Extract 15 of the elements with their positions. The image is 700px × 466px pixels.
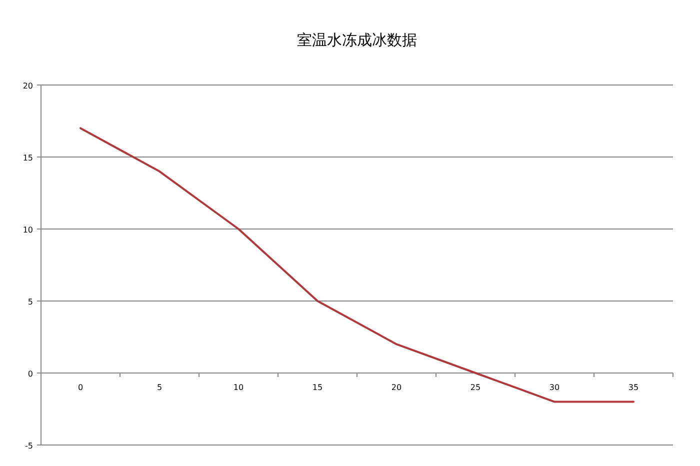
- x-tick-label: 20: [391, 383, 402, 392]
- y-tick-label: -5: [25, 442, 33, 450]
- x-tick-label: 15: [312, 383, 323, 392]
- x-tick-label: 30: [549, 383, 560, 392]
- x-tick-label: 0: [78, 383, 84, 392]
- y-tick-label: 15: [22, 154, 33, 162]
- y-tick-label: 10: [22, 226, 33, 234]
- y-tick-label: 5: [28, 298, 33, 306]
- y-tick-label: 0: [28, 370, 33, 378]
- x-tick-label: 10: [233, 383, 244, 392]
- x-tick-label: 35: [628, 383, 639, 392]
- y-tick-label: 20: [22, 82, 33, 90]
- x-tick-label: 5: [156, 383, 162, 392]
- x-tick-label: 25: [470, 383, 481, 392]
- chart-title: 室温水冻成冰数据: [297, 31, 417, 49]
